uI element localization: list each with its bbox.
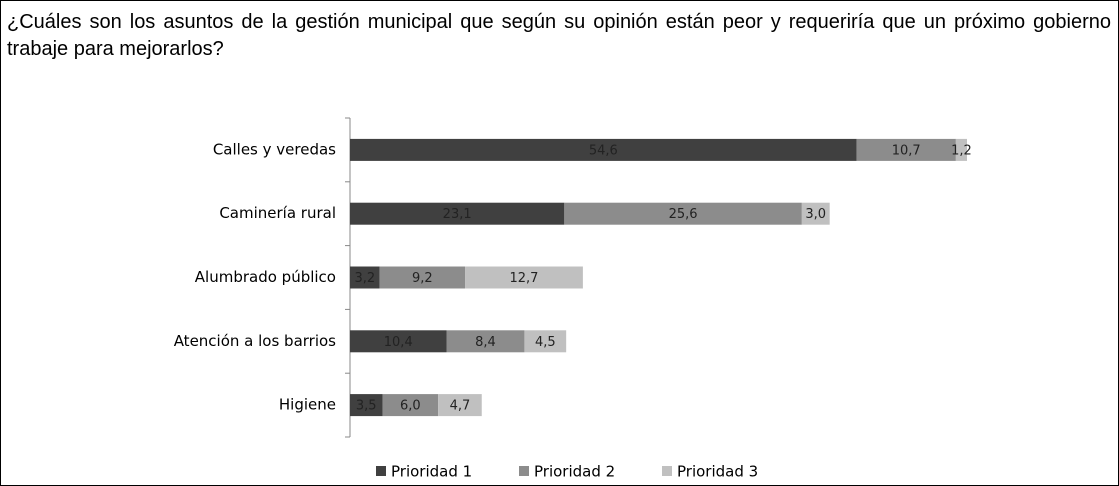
bar-segment — [350, 266, 380, 289]
bar-segment — [382, 394, 439, 417]
category-label: Alumbrado público — [195, 268, 336, 286]
bar-segment — [801, 202, 830, 225]
legend-label: Prioridad 1 — [391, 463, 472, 481]
bar-segment — [524, 330, 567, 353]
bar-segment — [350, 394, 383, 417]
bar-segment — [564, 202, 802, 225]
legend-swatch — [662, 466, 672, 476]
value-label: 25,6 — [669, 207, 698, 222]
bar-segment — [465, 266, 583, 289]
value-label: 8,4 — [475, 335, 496, 350]
bar-segment — [350, 202, 565, 225]
value-label: 3,5 — [356, 399, 377, 414]
bar-segment — [955, 138, 967, 161]
value-label: 1,2 — [951, 143, 972, 158]
bar-segment — [446, 330, 525, 353]
bar-segment — [379, 266, 466, 289]
value-label: 3,0 — [805, 207, 826, 222]
category-label: Caminería rural — [219, 204, 336, 222]
value-label: 3,2 — [355, 271, 376, 286]
legend-label: Prioridad 2 — [534, 463, 615, 481]
value-label: 4,5 — [535, 335, 556, 350]
bar-segment — [350, 138, 857, 161]
legend-swatch — [376, 466, 386, 476]
value-label: 4,7 — [450, 399, 471, 414]
value-label: 10,4 — [384, 335, 413, 350]
value-label: 6,0 — [400, 399, 421, 414]
value-label: 9,2 — [412, 271, 433, 286]
value-label: 23,1 — [443, 207, 472, 222]
bar-segment — [438, 394, 482, 417]
category-label: Higiene — [279, 396, 336, 414]
bar-segment — [856, 138, 956, 161]
category-label: Calles y veredas — [213, 140, 336, 158]
category-label: Atención a los barrios — [174, 332, 336, 350]
value-label: 12,7 — [509, 271, 538, 286]
legend-label: Prioridad 3 — [677, 463, 758, 481]
chart-title: ¿Cuáles son los asuntos de la gestión mu… — [7, 11, 1111, 60]
legend-swatch — [519, 466, 529, 476]
value-label: 54,6 — [589, 143, 618, 158]
bar-segment — [350, 330, 447, 353]
value-label: 10,7 — [892, 143, 921, 158]
